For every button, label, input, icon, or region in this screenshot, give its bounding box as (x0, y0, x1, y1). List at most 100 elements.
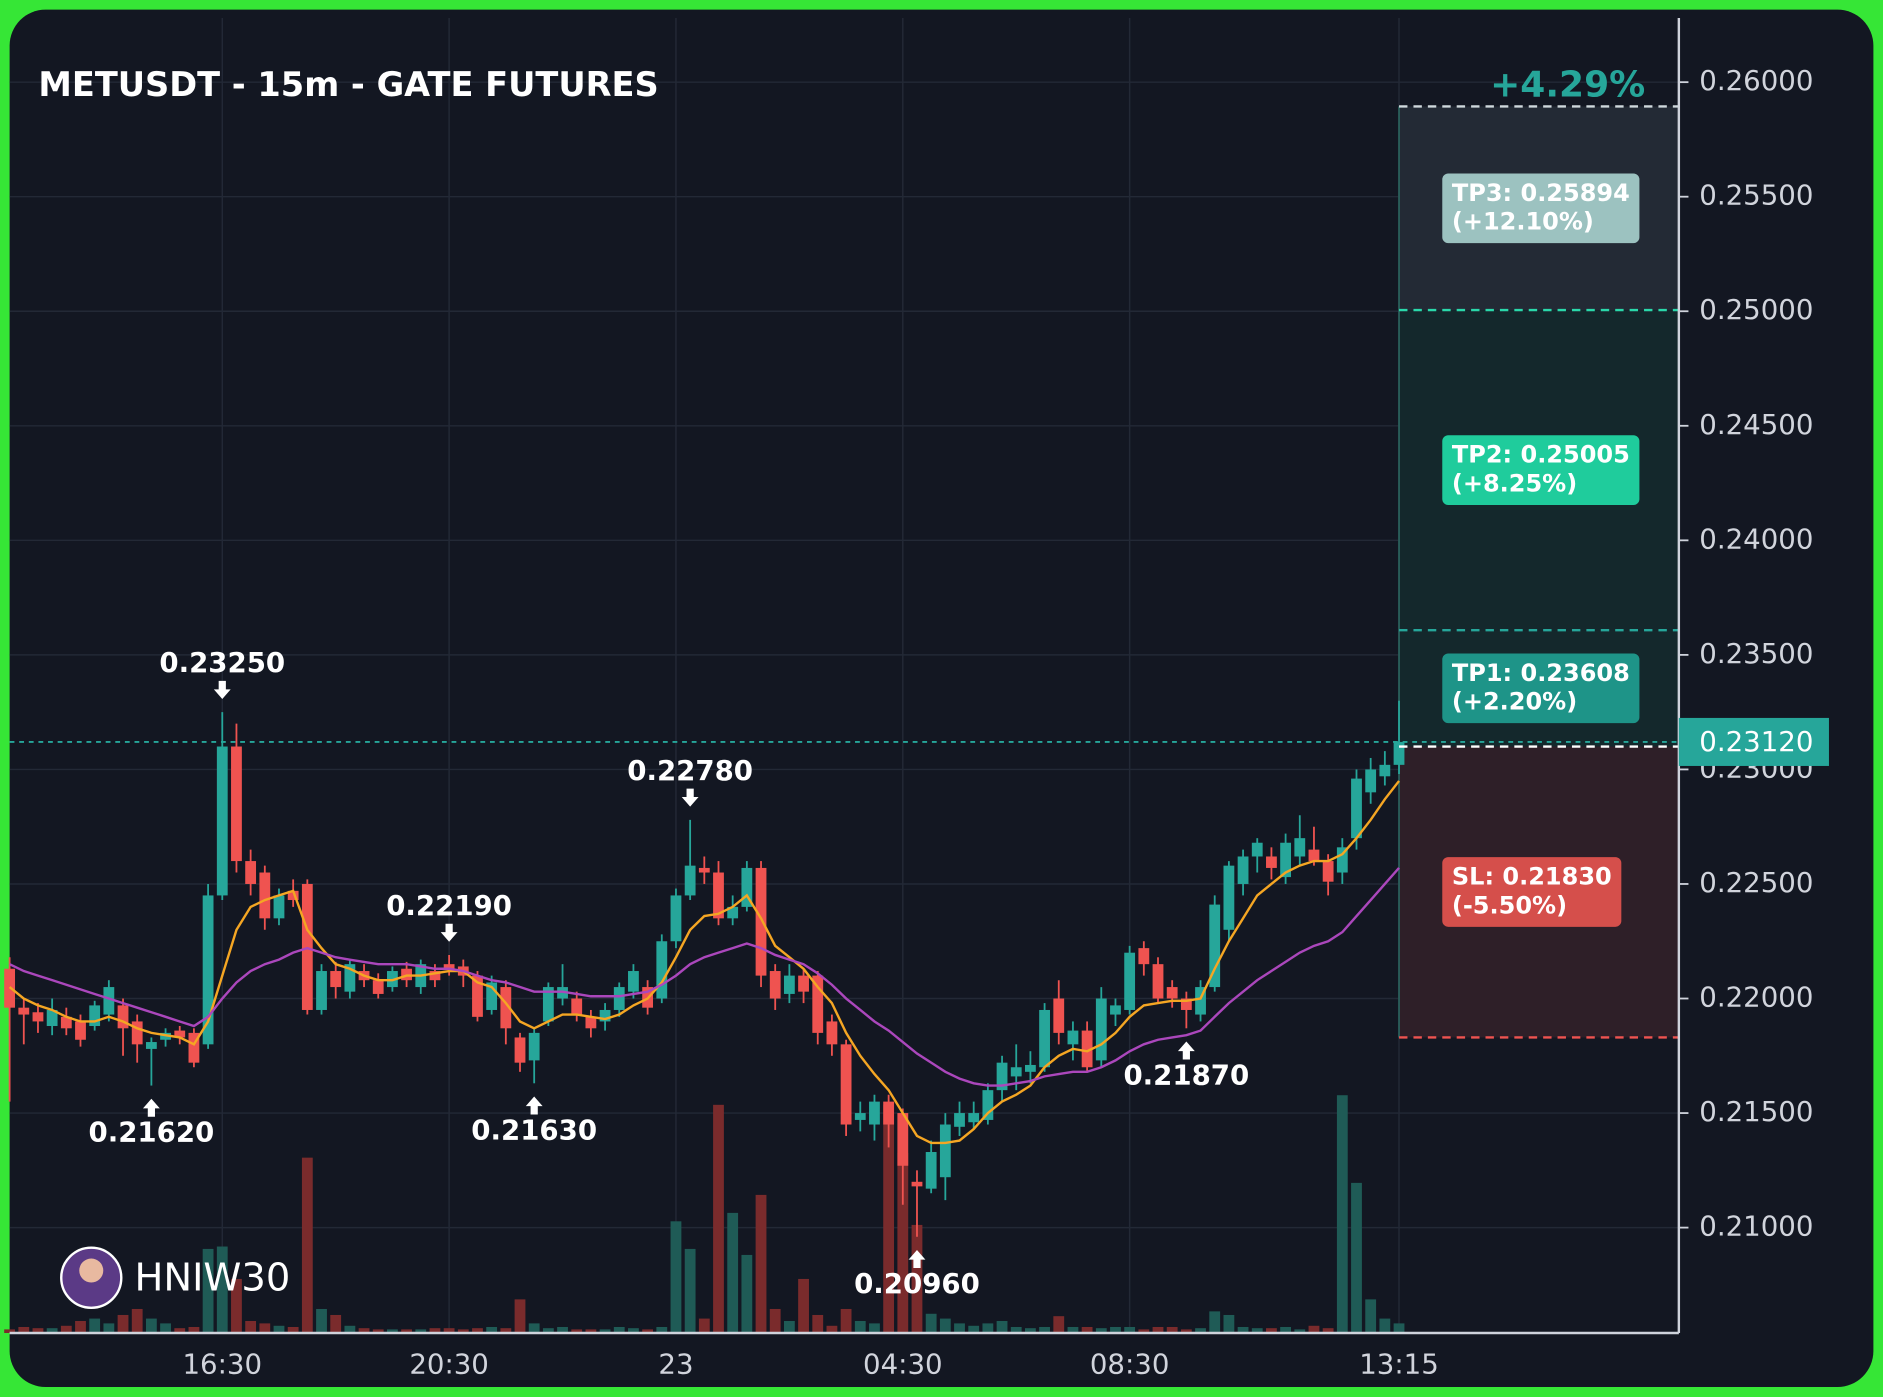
volume-bar (75, 1320, 86, 1333)
candle-body (1365, 769, 1377, 793)
volume-bar (202, 1248, 214, 1333)
volume-bar (1152, 1326, 1164, 1333)
candle-body (1351, 778, 1362, 839)
candle-body (131, 1021, 143, 1045)
candle-body (1393, 741, 1405, 765)
candle-body (698, 867, 710, 873)
ma-line (9, 867, 1400, 1087)
volume-bar (287, 1326, 299, 1333)
candle-body (1152, 964, 1164, 999)
volume-bar (486, 1326, 498, 1333)
volume-bar (1095, 1328, 1107, 1333)
volume-bar (216, 1246, 228, 1333)
volume-bar (1039, 1326, 1050, 1333)
candle-body (1010, 1067, 1022, 1077)
volume-bar (869, 1323, 880, 1333)
candle-body (628, 971, 639, 992)
candle-body (188, 1032, 200, 1063)
candle-body (1294, 838, 1306, 857)
plot: 0.210000.215000.220000.225000.230000.235… (4, 18, 1829, 1380)
volume-bar (372, 1329, 384, 1333)
annotation-label: 0.23250 (159, 646, 285, 679)
level-box: TP3: 0.25894(+12.10%) (1442, 173, 1640, 244)
volume-bar (684, 1248, 696, 1333)
volume-bar (1209, 1311, 1221, 1333)
volume-bar (1025, 1328, 1036, 1333)
volume-bar (344, 1325, 356, 1333)
volume-bar (954, 1323, 965, 1333)
candle-body (1095, 998, 1107, 1061)
candle-body (245, 861, 257, 884)
candle-body (812, 975, 824, 1033)
level-label: TP1: 0.23608 (1452, 659, 1630, 687)
x-tick-label: 13:15 (1359, 1347, 1439, 1380)
volume-bar (769, 1308, 781, 1333)
candle-body (1209, 904, 1221, 988)
volume-bar (18, 1326, 30, 1333)
candle-body (670, 895, 682, 942)
volume-bar (656, 1326, 668, 1333)
volume-bar (1124, 1326, 1136, 1333)
candle-body (1138, 948, 1150, 965)
candle-body (89, 1005, 101, 1027)
volume-bar (741, 1254, 753, 1333)
candle-body (982, 1090, 994, 1120)
candle-body (443, 964, 455, 969)
level-box-bg (1442, 653, 1640, 724)
change-label: +4.29% (1490, 64, 1645, 105)
volume-bar (1067, 1326, 1079, 1333)
candle-body (429, 971, 441, 981)
candle-body (1195, 987, 1206, 1015)
annotation-label: 0.22190 (386, 889, 512, 922)
volume-bar (854, 1320, 866, 1333)
chart-title: METUSDT - 15m - GATE FUTURES (38, 65, 658, 104)
volume-bar (670, 1221, 682, 1333)
candle-body (1266, 856, 1277, 868)
volume-bar (1110, 1326, 1121, 1333)
candle-body (939, 1124, 951, 1178)
volume-bar (1266, 1328, 1277, 1333)
volume-bar (698, 1318, 710, 1333)
y-tick-label: 0.26000 (1699, 64, 1813, 97)
candle-body (486, 982, 498, 1010)
candle-body (103, 987, 115, 1015)
volume-bar (883, 1104, 895, 1333)
candle-body (741, 867, 753, 907)
y-tick-label: 0.21000 (1699, 1210, 1813, 1243)
volume-bar (727, 1212, 739, 1333)
candle-body (542, 987, 554, 1022)
candle-body (231, 746, 242, 862)
candle-body (1251, 842, 1263, 857)
candle-body (911, 1181, 923, 1187)
volume-bar (996, 1320, 1008, 1333)
candle-body (528, 1032, 540, 1061)
candle-body (1322, 861, 1334, 882)
candle-body (798, 975, 809, 992)
candle-body (925, 1152, 937, 1189)
candle-body (500, 987, 512, 1029)
volume-bar (46, 1328, 58, 1333)
volume-bar (982, 1323, 994, 1333)
annotation-arrow (142, 1098, 160, 1117)
x-tick-label: 20:30 (409, 1347, 489, 1380)
candle-body (613, 987, 625, 1010)
candle-body (1081, 1030, 1093, 1068)
volume-bar (571, 1329, 583, 1333)
volume-bar (259, 1323, 271, 1333)
candle-body (755, 867, 767, 976)
y-tick-label: 0.23500 (1699, 637, 1813, 670)
annotation-arrow (681, 788, 699, 807)
y-tick-label: 0.21500 (1699, 1095, 1813, 1128)
candle-body (1124, 952, 1136, 1010)
last-price-tag (1678, 717, 1829, 766)
volume-bar (1138, 1329, 1150, 1333)
volume-bar (245, 1320, 257, 1333)
volume-bar (429, 1328, 441, 1333)
volume-bar (968, 1325, 980, 1333)
volume-bar (358, 1328, 370, 1333)
annotation-label: 0.20960 (854, 1267, 980, 1300)
candle-body (174, 1030, 186, 1038)
volume-bar (60, 1325, 72, 1333)
candle-body (854, 1113, 866, 1120)
